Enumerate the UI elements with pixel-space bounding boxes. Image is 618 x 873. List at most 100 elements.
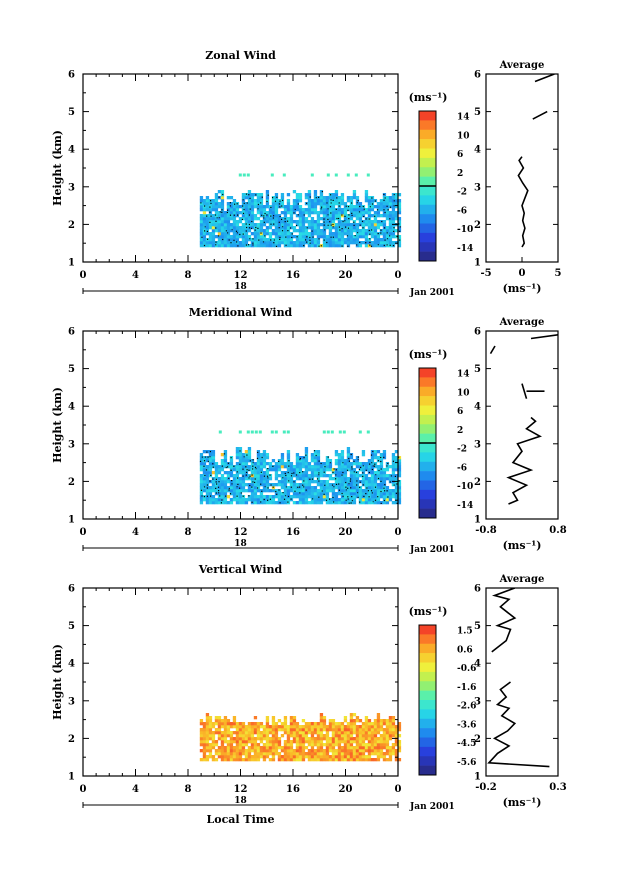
heatmap-cell xyxy=(352,755,357,759)
heatmap-cell xyxy=(211,238,216,242)
heatmap-cell xyxy=(304,456,309,460)
heatmap-cell xyxy=(367,483,372,487)
heatmap-cell xyxy=(253,728,258,732)
heatmap-cell xyxy=(367,725,372,729)
heatmap-cell xyxy=(343,232,348,236)
contour-mark xyxy=(383,456,385,458)
contour-mark xyxy=(369,244,371,246)
heatmap-cell xyxy=(379,462,384,466)
heatmap-cell xyxy=(310,459,315,463)
heatmap-cell xyxy=(361,465,366,469)
heatmap-cell xyxy=(337,453,342,457)
heatmap-cell xyxy=(286,450,291,454)
heatmap-cell xyxy=(319,722,324,726)
contour-mark xyxy=(296,224,298,227)
contour-mark xyxy=(209,211,211,213)
contour-mark xyxy=(290,498,292,500)
heatmap-cell xyxy=(246,430,250,434)
heatmap-cell xyxy=(220,462,225,466)
heatmap-cell xyxy=(205,725,210,729)
heatmap-cell xyxy=(301,456,306,460)
heatmap-cell xyxy=(331,226,336,230)
heatmap-cell xyxy=(214,208,219,212)
heatmap-cell xyxy=(250,468,255,472)
colorbar-segment xyxy=(419,690,436,701)
heatmap-cell xyxy=(274,749,279,753)
heatmap-cell xyxy=(328,220,333,224)
heatmap-cell xyxy=(328,722,333,726)
heatmap-cell xyxy=(292,483,297,487)
heatmap-cell xyxy=(232,241,237,245)
colorbar-segment xyxy=(419,111,436,121)
heatmap-cell xyxy=(226,749,231,753)
contour-mark xyxy=(348,483,350,485)
heatmap-cell xyxy=(346,492,351,496)
contour-mark xyxy=(384,239,386,241)
heatmap-cell xyxy=(316,453,321,457)
heatmap-cell xyxy=(304,462,309,466)
heatmap-cell xyxy=(226,205,231,209)
heatmap-cell xyxy=(376,728,381,732)
contour-mark xyxy=(332,226,334,228)
heatmap-cell xyxy=(256,241,261,245)
heatmap-cell xyxy=(379,737,384,741)
heatmap-cell xyxy=(325,731,330,735)
heatmap-cell xyxy=(334,244,339,248)
heatmap-cell xyxy=(229,758,234,762)
heatmap-cell xyxy=(379,719,384,723)
heatmap-cell xyxy=(262,752,267,756)
contour-mark xyxy=(399,230,401,232)
heatmap-cell xyxy=(298,199,303,203)
contour-mark xyxy=(297,203,299,205)
heatmap-cell xyxy=(352,241,357,245)
heatmap-cell xyxy=(310,226,315,230)
heatmap-cell xyxy=(307,211,312,215)
heatmap-cell xyxy=(223,244,228,248)
heatmap-cell xyxy=(361,725,366,729)
contour-mark xyxy=(288,465,290,467)
heatmap-cell xyxy=(289,468,294,472)
heatmap-cell xyxy=(262,755,267,759)
heatmap-cell xyxy=(304,211,309,215)
colorbar-tick-label: 2 xyxy=(457,169,463,179)
heatmap-cell xyxy=(223,752,228,756)
heatmap-cell xyxy=(304,226,309,230)
contour-mark xyxy=(279,200,281,202)
heatmap-cell xyxy=(328,241,333,245)
contour-mark xyxy=(279,236,281,239)
heatmap-cell xyxy=(223,740,228,744)
contour-mark xyxy=(225,466,227,469)
heatmap-cell xyxy=(271,755,276,759)
contour-mark xyxy=(282,492,284,494)
contour-mark xyxy=(368,471,370,474)
heatmap-cell xyxy=(223,483,228,487)
heatmap-cell xyxy=(331,238,336,242)
heatmap-cell xyxy=(211,495,216,499)
heatmap-cell xyxy=(301,462,306,466)
heatmap-cell xyxy=(253,223,258,227)
average-profile-line xyxy=(517,156,529,248)
heatmap-cell xyxy=(298,196,303,200)
contour-mark xyxy=(347,227,350,229)
heatmap-cell xyxy=(334,758,339,762)
heatmap-cell xyxy=(286,226,291,230)
contour-mark xyxy=(393,205,395,207)
heatmap-cell xyxy=(355,740,360,744)
heatmap-cell xyxy=(337,749,342,753)
heatmap-cell xyxy=(235,731,240,735)
contour-mark xyxy=(215,481,217,483)
heatmap-cell xyxy=(310,202,315,206)
heatmap-cell xyxy=(217,232,222,236)
heatmap-cell xyxy=(358,498,363,502)
heatmap-cell xyxy=(313,480,318,484)
heatmap-cell xyxy=(199,453,204,457)
heatmap-cell xyxy=(367,205,372,209)
heatmap-cell xyxy=(337,498,342,502)
heatmap-cell xyxy=(313,498,318,502)
heatmap-cell xyxy=(343,465,348,469)
heatmap-cell xyxy=(322,719,327,723)
heatmap-cell xyxy=(370,746,375,750)
contour-mark xyxy=(332,236,334,238)
heatmap-cell xyxy=(265,755,270,759)
heatmap-cell xyxy=(217,746,222,750)
